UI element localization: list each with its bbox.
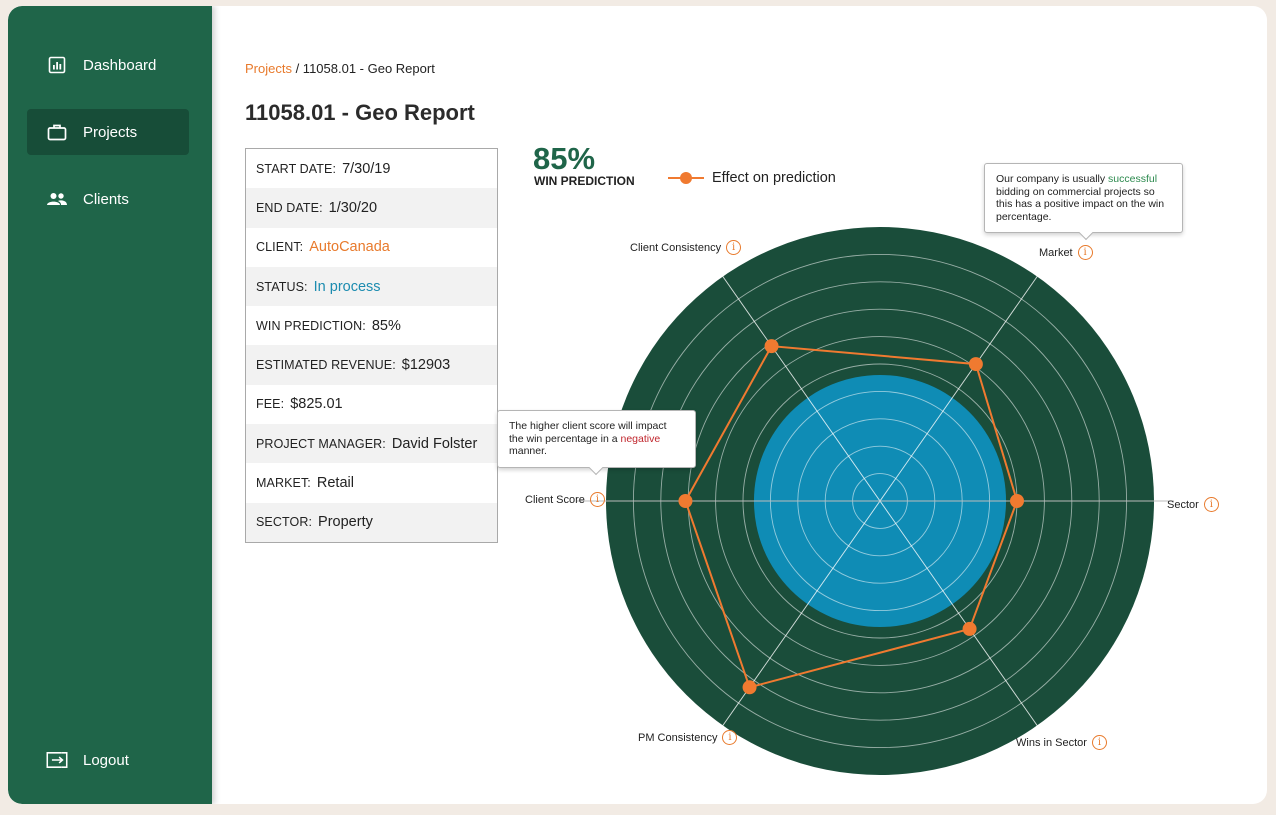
detail-value[interactable]: AutoCanada <box>309 239 390 256</box>
axis-label-market: Market i <box>1039 245 1093 260</box>
info-icon[interactable]: i <box>1203 497 1219 512</box>
tooltip-text: bidding on commercial projects so this h… <box>996 185 1165 223</box>
detail-value: In process <box>313 278 381 295</box>
sidebar-item-label: Projects <box>83 123 138 141</box>
detail-row: WIN PREDICTION: 85% <box>246 306 497 345</box>
detail-key: STATUS: <box>256 279 308 294</box>
axis-label-sector: Sector i <box>1167 497 1219 512</box>
detail-value: Property <box>318 514 373 531</box>
legend-line-marker <box>668 172 704 184</box>
detail-value: 1/30/20 <box>328 199 378 216</box>
breadcrumb: Projects / 11058.01 - Geo Report <box>245 61 435 76</box>
detail-key: MARKET: <box>256 476 311 491</box>
sidebar-item-dashboard[interactable]: Dashboard <box>27 42 189 88</box>
axis-label-client-consistency: Client Consistency i <box>630 240 742 255</box>
win-prediction-label: WIN PREDICTION <box>534 174 635 188</box>
info-icon[interactable]: i <box>1077 245 1093 260</box>
radar-chart <box>576 227 1174 775</box>
detail-row: SECTOR: Property <box>246 502 497 542</box>
detail-key: CLIENT: <box>256 240 304 255</box>
tooltip-text: manner. <box>509 445 547 457</box>
project-details-table: START DATE: 7/30/19 END DATE: 1/30/20 CLIENT… <box>245 148 498 543</box>
detail-row: START DATE: 7/30/19 <box>246 149 497 188</box>
detail-key: END DATE: <box>256 200 323 215</box>
tooltip-highlight: negative <box>620 432 661 445</box>
sidebar-item-clients[interactable]: Clients <box>27 176 189 222</box>
info-icon[interactable]: i <box>722 730 738 745</box>
detail-key: ESTIMATED REVENUE: <box>256 358 396 373</box>
detail-value: 7/30/19 <box>342 160 391 177</box>
legend-label: Effect on prediction <box>712 170 836 186</box>
axis-label-text: PM Consistency <box>638 731 718 744</box>
detail-value: $12903 <box>401 357 451 374</box>
tooltip-text: Our company is usually <box>996 173 1109 185</box>
detail-key: START DATE: <box>256 161 337 176</box>
axis-label-text: Client Score <box>525 493 585 506</box>
detail-value: 85% <box>371 317 401 334</box>
detail-key: PROJECT MANAGER: <box>256 436 386 451</box>
logout-label: Logout <box>83 751 129 769</box>
detail-row: END DATE: 1/30/20 <box>246 188 497 228</box>
sidebar: Dashboard Projects Clients Logout <box>8 6 212 804</box>
tooltip-highlight: successful <box>1108 173 1158 185</box>
detail-key: SECTOR: <box>256 515 313 530</box>
radar-data-point <box>962 621 977 636</box>
breadcrumb-current: / 11058.01 - Geo Report <box>291 61 435 76</box>
app-frame: Dashboard Projects Clients Logout Projec… <box>8 6 1267 804</box>
axis-label-text: Wins in Sector <box>1016 736 1087 749</box>
bar-chart-icon <box>46 54 68 76</box>
radar-data-point <box>678 494 693 508</box>
detail-row: FEE: $825.01 <box>246 385 497 424</box>
detail-row: PROJECT MANAGER: David Folster <box>246 424 497 464</box>
axis-label-pm-consistency: PM Consistency i <box>638 730 738 745</box>
logout-icon <box>46 749 68 771</box>
axis-label-client-score: Client Score i <box>525 492 605 507</box>
breadcrumb-projects-link[interactable]: Projects <box>245 61 292 76</box>
radar-data-point <box>742 680 757 695</box>
market-tooltip: Our company is usually successful biddin… <box>984 163 1183 241</box>
sidebar-item-label: Dashboard <box>83 56 157 74</box>
axis-label-text: Client Consistency <box>630 241 722 254</box>
radar-data-point <box>1010 494 1024 508</box>
info-icon[interactable]: i <box>726 240 742 255</box>
people-icon <box>46 188 68 210</box>
axis-label-text: Market <box>1039 246 1073 259</box>
sidebar-item-projects[interactable]: Projects <box>27 109 189 155</box>
radar-data-point <box>764 339 779 354</box>
chart-legend: Effect on prediction <box>668 170 836 186</box>
info-icon[interactable]: i <box>589 492 605 507</box>
win-prediction-value: 85% <box>533 141 596 176</box>
detail-row: CLIENT: AutoCanada <box>246 228 497 267</box>
detail-row: ESTIMATED REVENUE: $12903 <box>246 345 497 385</box>
detail-key: WIN PREDICTION: <box>256 318 366 333</box>
detail-value: David Folster <box>391 435 478 452</box>
axis-label-wins-in-sector: Wins in Sector i <box>1016 735 1107 750</box>
radar-data-point <box>968 357 983 372</box>
tooltip-text: The higher client score will impact the … <box>509 420 667 445</box>
detail-row: STATUS: In process <box>246 266 497 307</box>
sidebar-item-label: Clients <box>83 190 129 208</box>
info-icon[interactable]: i <box>1091 735 1107 750</box>
page-title: 11058.01 - Geo Report <box>245 100 475 125</box>
logout-button[interactable]: Logout <box>27 737 189 783</box>
detail-key: FEE: <box>256 397 285 412</box>
detail-value: $825.01 <box>290 396 343 413</box>
detail-value: Retail <box>316 475 354 492</box>
axis-label-text: Sector <box>1167 498 1199 511</box>
detail-row: MARKET: Retail <box>246 463 497 502</box>
briefcase-icon <box>46 121 68 143</box>
client-score-tooltip: The higher client score will impact the … <box>497 410 696 475</box>
